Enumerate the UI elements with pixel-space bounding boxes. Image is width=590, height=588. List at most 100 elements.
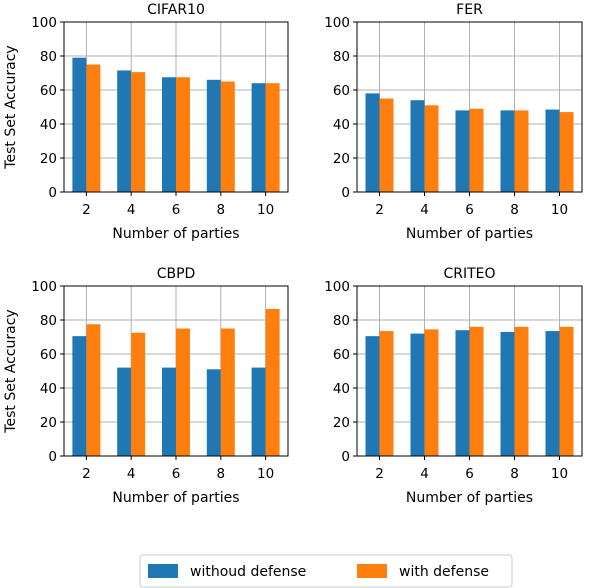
y-tick-label: 20 [333, 151, 350, 167]
bar-with-defense-2 [379, 331, 394, 456]
y-tick-label: 80 [40, 49, 57, 65]
y-tick-label: 0 [341, 185, 350, 201]
x-tick-label: 10 [551, 202, 568, 218]
y-tick-label: 40 [40, 117, 57, 133]
bar-without-defense-2 [365, 336, 380, 456]
y-tick-label: 0 [48, 449, 57, 465]
x-axis-label: Number of parties [406, 226, 533, 242]
x-tick-label: 4 [127, 202, 136, 218]
bar-without-defense-6 [455, 110, 470, 192]
x-tick-label: 2 [375, 466, 384, 482]
x-tick-label: 4 [420, 202, 429, 218]
x-tick-label: 6 [172, 466, 181, 482]
x-tick-label: 4 [420, 466, 429, 482]
legend-swatch-without-defense [148, 564, 178, 578]
y-tick-label: 0 [48, 185, 57, 201]
x-tick-label: 8 [217, 466, 226, 482]
bar-without-defense-10 [251, 367, 266, 456]
y-tick-label: 60 [333, 83, 350, 99]
bar-without-defense-6 [455, 330, 470, 456]
bar-without-defense-10 [251, 83, 266, 192]
bar-without-defense-4 [117, 70, 132, 192]
x-tick-label: 8 [510, 466, 519, 482]
x-tick-label: 10 [257, 202, 274, 218]
x-tick-label: 6 [172, 202, 181, 218]
legend-swatch-with-defense [357, 564, 387, 578]
subplot-title: FER [456, 2, 483, 18]
bar-without-defense-6 [162, 367, 176, 456]
bar-without-defense-6 [162, 77, 176, 192]
subplot-title: CIFAR10 [147, 2, 205, 18]
y-axis-label: Test Set Accuracy [3, 45, 19, 169]
bar-with-defense-10 [265, 83, 280, 192]
x-tick-label: 2 [375, 202, 384, 218]
bar-without-defense-10 [545, 331, 560, 456]
x-tick-label: 10 [551, 466, 568, 482]
bar-without-defense-2 [72, 336, 87, 456]
x-tick-label: 8 [217, 202, 226, 218]
bar-without-defense-8 [500, 110, 515, 192]
bar-with-defense-8 [514, 110, 529, 192]
x-axis-label: Number of parties [406, 490, 533, 506]
legend-label: withoud defense [190, 564, 306, 580]
subplot-cbpd: 0 20 40 60 80 100 2 4 6 8 10 CBPD Number of parties T… [3, 266, 289, 506]
x-tick-label: 4 [127, 466, 136, 482]
subplot-cifar10: 0 20 40 60 80 100 2 4 6 8 10 CIFAR10 Number of parti… [3, 2, 289, 242]
y-tick-label: 40 [333, 117, 350, 133]
x-axis-label: Number of parties [112, 226, 239, 242]
bar-with-defense-8 [220, 328, 235, 456]
y-tick-label: 40 [333, 381, 350, 397]
y-tick-label: 0 [341, 449, 350, 465]
bar-with-defense-8 [514, 326, 529, 456]
bar-with-defense-6 [176, 77, 190, 192]
y-tick-label: 80 [40, 313, 57, 329]
bar-without-defense-2 [365, 93, 380, 192]
y-tick-label: 100 [31, 15, 57, 31]
subplot-criteo: 0 20 40 60 80 100 2 4 6 8 10 CRITEO Number of partie… [324, 266, 583, 506]
y-tick-label: 60 [333, 347, 350, 363]
y-tick-label: 20 [40, 415, 57, 431]
legend-frame [139, 554, 513, 588]
x-tick-label: 10 [257, 466, 274, 482]
bar-with-defense-2 [86, 324, 101, 456]
x-tick-label: 6 [465, 466, 474, 482]
bar-with-defense-8 [220, 81, 235, 192]
bar-with-defense-2 [379, 98, 394, 192]
bar-without-defense-2 [72, 57, 87, 193]
y-axis-label: Test Set Accuracy [3, 309, 19, 433]
legend-label: with defense [399, 564, 489, 580]
bar-without-defense-8 [500, 331, 515, 456]
x-tick-label: 2 [82, 466, 91, 482]
y-tick-label: 100 [324, 279, 350, 295]
y-tick-label: 60 [40, 347, 57, 363]
y-tick-label: 60 [40, 83, 57, 99]
y-tick-label: 80 [333, 313, 350, 329]
legend: withoud defense with defense [139, 554, 513, 588]
bar-without-defense-4 [410, 100, 425, 192]
bar-with-defense-4 [131, 72, 146, 192]
y-tick-label: 80 [333, 49, 350, 65]
bar-without-defense-8 [206, 369, 221, 456]
bar-with-defense-10 [559, 326, 574, 456]
y-tick-label: 20 [333, 415, 350, 431]
bar-with-defense-10 [559, 112, 574, 192]
subplot-title: CBPD [157, 266, 196, 282]
x-tick-label: 6 [465, 202, 474, 218]
bar-without-defense-8 [206, 79, 221, 192]
y-tick-label: 100 [31, 279, 57, 295]
subplot-title: CRITEO [443, 266, 495, 282]
bar-with-defense-4 [424, 329, 439, 456]
y-tick-label: 20 [40, 151, 57, 167]
bar-without-defense-4 [117, 367, 132, 456]
y-tick-label: 100 [324, 15, 350, 31]
bar-without-defense-4 [410, 333, 425, 456]
bar-with-defense-6 [176, 328, 190, 456]
x-tick-label: 8 [510, 202, 519, 218]
bar-with-defense-6 [469, 326, 484, 456]
subplot-fer: 0 20 40 60 80 100 2 4 6 8 10 FER Number of parties [324, 2, 583, 242]
bar-with-defense-6 [469, 108, 484, 192]
bar-with-defense-2 [86, 64, 101, 192]
bar-with-defense-10 [265, 308, 280, 456]
